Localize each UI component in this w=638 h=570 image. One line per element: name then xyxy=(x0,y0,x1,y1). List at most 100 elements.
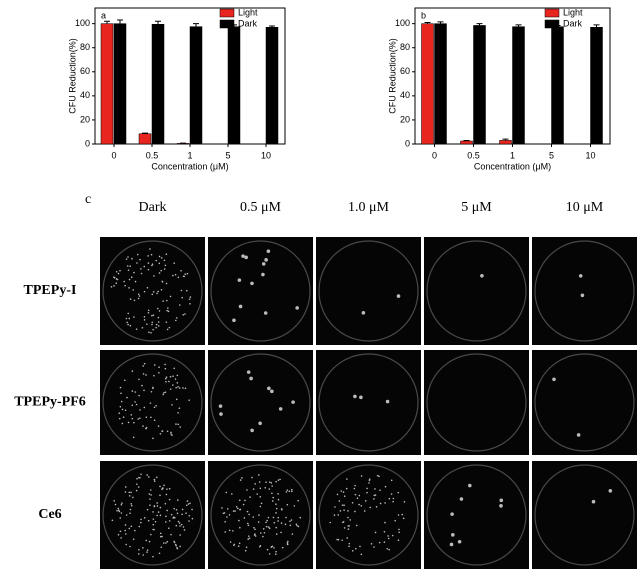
colony xyxy=(151,264,153,267)
colony xyxy=(119,405,122,408)
colony xyxy=(576,433,581,437)
colony xyxy=(270,482,273,484)
colony xyxy=(142,365,145,367)
colony xyxy=(291,488,293,491)
colony xyxy=(169,388,172,390)
colony xyxy=(333,514,336,516)
colony xyxy=(351,501,354,504)
colony xyxy=(134,280,137,283)
colony xyxy=(376,474,379,477)
colony xyxy=(180,289,183,292)
colony xyxy=(133,299,136,302)
colony xyxy=(188,520,190,522)
colony xyxy=(355,547,357,550)
colony xyxy=(130,414,133,416)
colony xyxy=(334,506,336,508)
colony xyxy=(468,483,472,488)
colony xyxy=(398,528,400,531)
colony xyxy=(130,525,133,528)
bar xyxy=(499,140,512,145)
colony xyxy=(171,404,173,406)
colony xyxy=(159,485,161,488)
colony xyxy=(191,517,194,520)
colony xyxy=(270,546,273,548)
y-tick-label: 0 xyxy=(405,138,410,148)
colony xyxy=(359,395,363,400)
y-tick-label: 20 xyxy=(400,114,410,124)
colony xyxy=(295,306,299,310)
colony xyxy=(156,476,158,479)
plate-rim xyxy=(426,353,527,452)
error-bar xyxy=(269,25,275,28)
colony xyxy=(608,489,613,493)
x-tick-label: 10 xyxy=(261,150,271,160)
colony xyxy=(183,529,186,531)
colony xyxy=(163,484,165,487)
colony xyxy=(244,255,248,260)
colony xyxy=(228,514,231,516)
colony xyxy=(244,499,246,502)
legend-label: Dark xyxy=(563,18,583,28)
colony xyxy=(120,392,122,395)
x-tick-label: 10 xyxy=(585,150,595,160)
colony xyxy=(246,489,248,491)
colony xyxy=(176,374,179,377)
colony xyxy=(143,406,146,409)
colony xyxy=(226,516,228,518)
colony xyxy=(152,328,154,331)
error-bar xyxy=(193,23,199,27)
colony xyxy=(375,505,378,508)
colony xyxy=(228,529,231,532)
colony xyxy=(396,294,401,298)
colony xyxy=(247,538,249,540)
colony xyxy=(145,426,148,429)
legend-swatch xyxy=(219,19,235,29)
colony xyxy=(179,545,181,548)
colony xyxy=(262,535,264,538)
colony xyxy=(291,533,294,535)
colony xyxy=(174,378,177,380)
colony xyxy=(146,474,148,476)
colony xyxy=(136,262,138,264)
colony xyxy=(165,380,167,383)
colony xyxy=(347,516,349,519)
colony xyxy=(173,367,175,370)
bar xyxy=(473,25,486,145)
colony xyxy=(274,553,277,555)
colony xyxy=(159,532,162,535)
colony xyxy=(182,314,185,316)
colony xyxy=(351,550,354,552)
bar xyxy=(189,26,203,145)
y-tick-label: 60 xyxy=(80,66,90,76)
colony xyxy=(186,504,188,507)
colony xyxy=(387,535,389,537)
colony xyxy=(176,512,179,515)
colony xyxy=(256,493,259,495)
colony xyxy=(118,510,121,513)
colony xyxy=(146,551,148,553)
colony xyxy=(261,272,265,277)
colony xyxy=(237,278,242,282)
colony xyxy=(152,555,154,558)
colony xyxy=(280,508,283,510)
colony xyxy=(115,278,118,280)
colony xyxy=(130,491,132,494)
colony xyxy=(115,270,118,273)
colony xyxy=(185,289,188,292)
colony xyxy=(244,549,247,552)
colony xyxy=(129,512,131,515)
colony xyxy=(117,533,120,536)
colony xyxy=(341,539,344,542)
colony xyxy=(239,508,241,511)
colony xyxy=(134,401,136,403)
colony xyxy=(133,421,135,424)
colony xyxy=(143,517,146,519)
colony xyxy=(162,487,164,489)
colony xyxy=(149,504,151,506)
colony xyxy=(224,521,226,523)
colony xyxy=(347,525,349,527)
colony xyxy=(263,311,268,315)
colony xyxy=(133,271,135,274)
colony xyxy=(277,498,280,501)
colony xyxy=(268,481,271,483)
